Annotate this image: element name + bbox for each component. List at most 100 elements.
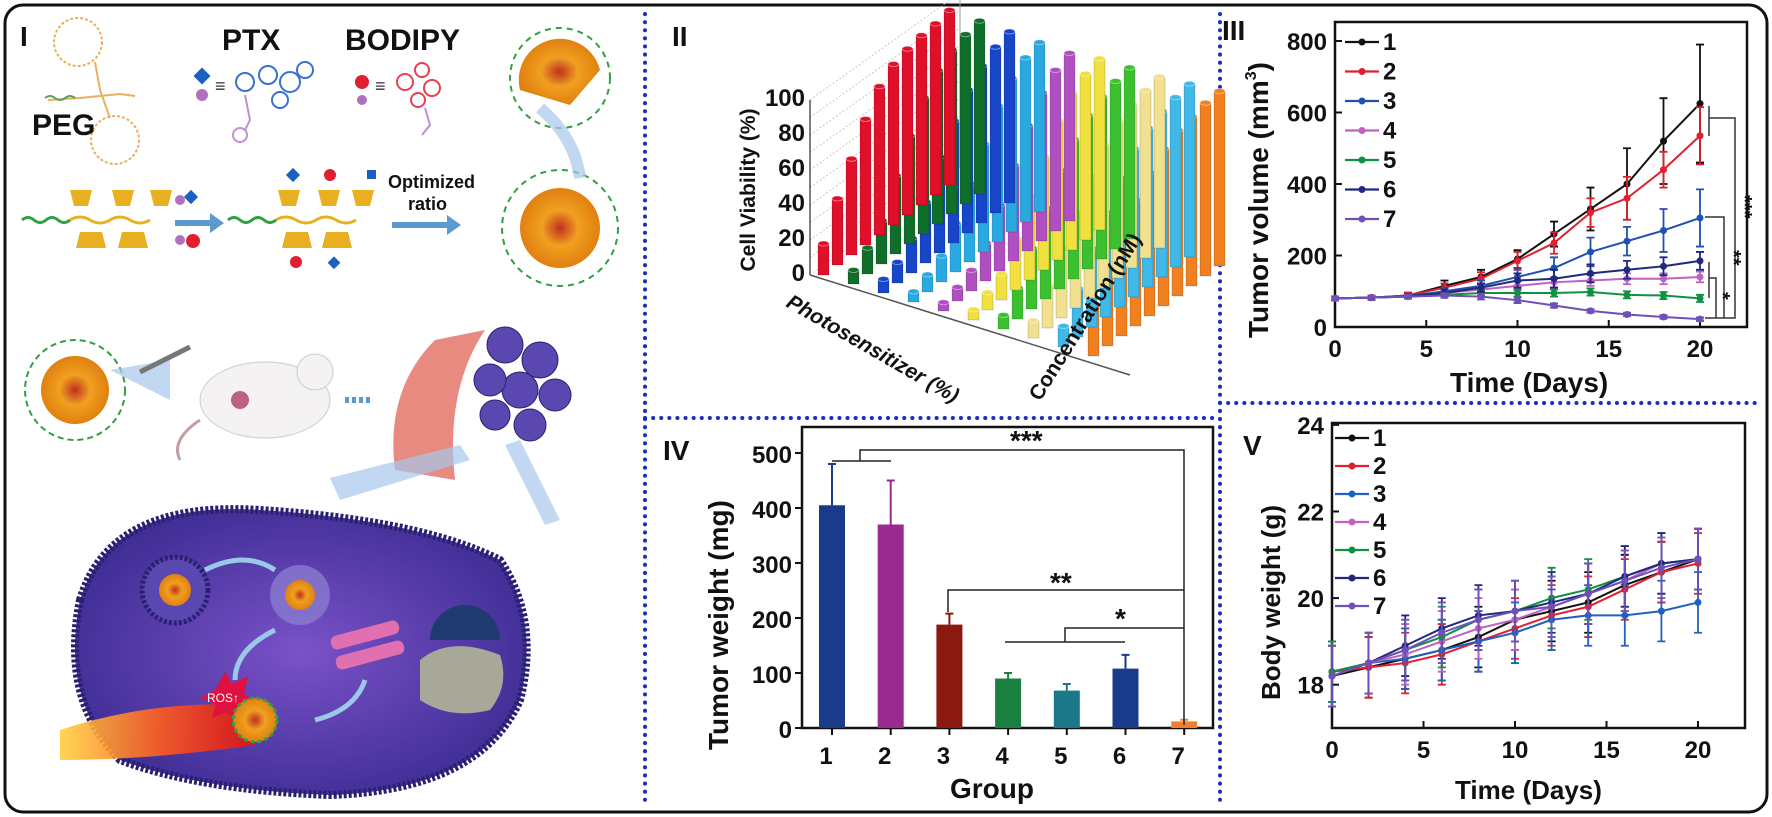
data-point [1694,555,1702,563]
legend-marker [1348,490,1356,498]
tumor-weight-bar [995,678,1022,728]
error-bar [1121,653,1130,669]
y-tick-label: 200 [1287,244,1327,271]
viability-bar [929,23,942,196]
x-tick-label: 5 [1054,743,1067,770]
tumor-volume-y-label-text: Tumor volume (mm [1243,80,1274,338]
legend-label: 1 [1383,29,1396,56]
viability-bar-top [1033,39,1046,46]
tumor-weight-bar [819,505,845,728]
viability-bar-top [997,312,1010,318]
y-tick-label: 800 [1287,29,1327,56]
series-7 [1331,292,1704,323]
legend-marker [1358,38,1366,46]
viability-bar-top [1003,28,1016,35]
tumor-weight-bar [1053,690,1080,728]
data-point [1328,672,1336,680]
x-tick-label: 2 [878,743,891,770]
viability-bar-top [1213,88,1226,94]
tumor-weight-bar [936,624,963,728]
significance-one-star: * [1711,292,1733,300]
viability-y-tick: 60 [778,155,805,182]
viability-bar-top [1027,317,1040,324]
data-point [1331,294,1339,302]
data-point [1514,296,1521,304]
viability-bar [1109,80,1122,250]
viability-bar [817,243,830,276]
data-point [1550,302,1558,310]
viability-bar [845,158,858,256]
tumor-weight-y-axis-label: Tumor weight (mg) [703,500,734,750]
viability-bar [1003,31,1016,204]
panel-separators [643,12,1764,808]
x-tick-label: 20 [1687,336,1714,363]
legend-label: 2 [1383,59,1396,86]
tumor-volume-y-axis-label: Tumor volume (mm3) [1243,62,1274,338]
legend-label: 4 [1383,118,1397,145]
x-tick-label: 20 [1685,737,1712,764]
optimized-ratio-label-line1: Optimized [388,172,475,192]
data-point [1550,239,1558,247]
tumor-weight-chart: 0 100 200 300 400 500 1 2 3 4 5 6 7 [752,442,1198,770]
peg-molecule-icon [44,17,140,165]
viability-bar-top [989,43,1002,50]
polymer-chain-icon [21,190,172,248]
data-point [1623,310,1631,318]
viability-bar [1123,67,1136,240]
viability-bar-top [943,7,956,13]
viability-y-tick: 20 [778,225,805,252]
viability-bar-top [1139,87,1152,93]
viability-bar-top [967,306,980,313]
viability-bar-top [1019,54,1032,61]
ptx-molecule-icon: ≡ [193,61,314,143]
data-point [1511,607,1519,615]
viability-bar [995,273,1008,301]
data-point [1514,257,1521,265]
viability-bar-top [831,195,844,202]
data-point [1623,194,1631,202]
viability-y-tick: 80 [778,120,805,147]
viability-bar-top [887,61,900,67]
x-tick-label: 15 [1595,336,1622,363]
legend-label: 3 [1383,88,1396,115]
arrow-icon [392,215,461,235]
viability-bar-top [935,252,948,259]
viability-bar-top [973,17,986,24]
legend-label: 7 [1373,593,1386,620]
x-tick-label: 5 [1420,336,1433,363]
viability-bar-top [1093,55,1106,62]
legend-label: 7 [1383,206,1396,233]
panel-label-ii: II [672,21,688,52]
data-point [1660,292,1667,300]
viability-bar-top [1169,94,1182,101]
significance-one-star: * [1115,603,1126,634]
y-tick-label: 0 [1314,315,1327,342]
legend-marker [1358,156,1366,164]
legend-marker [1358,186,1366,193]
arrow-icon [175,213,224,233]
figure-border [3,3,1769,814]
viability-bar [935,255,948,283]
data-point [1368,294,1375,302]
x-tick-label: 7 [1172,743,1185,770]
legend-label: 6 [1383,177,1396,204]
data-point [1696,132,1704,140]
legend-label: 5 [1373,537,1386,564]
error-bar [886,479,895,525]
y-tick-label: 100 [752,662,792,689]
viability-y-tick: 40 [778,190,805,217]
data-point [1548,603,1556,611]
data-point [1660,166,1667,174]
viability-bar [1011,287,1024,320]
legend-label: 3 [1373,481,1386,508]
legend-marker [1348,574,1356,582]
viability-bar-top [1109,78,1122,84]
data-point [1621,611,1629,619]
data-point [1584,590,1592,598]
injection-scene-icon [24,326,572,525]
viability-bar-top [1123,64,1136,71]
viability-bar-top [817,240,830,247]
viability-3d-bars [817,7,1226,357]
